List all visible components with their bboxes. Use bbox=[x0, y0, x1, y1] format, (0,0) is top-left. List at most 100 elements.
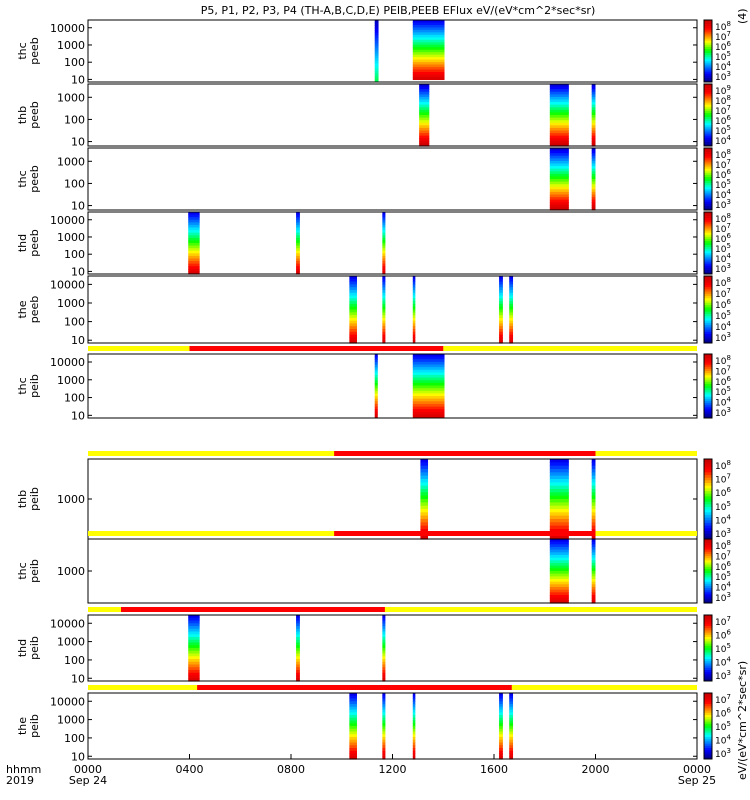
colorbar-cell bbox=[704, 634, 712, 638]
spectrogram-burst bbox=[549, 539, 569, 604]
burst-cell bbox=[591, 595, 596, 599]
burst-cell bbox=[549, 529, 569, 533]
colorbar-cell bbox=[704, 571, 712, 574]
burst-cell bbox=[499, 712, 503, 716]
burst-cell bbox=[188, 623, 200, 627]
colorbar-cell bbox=[704, 394, 712, 398]
burst-cell bbox=[419, 130, 430, 134]
colorbar-cell bbox=[704, 187, 712, 190]
burst-cell bbox=[412, 739, 416, 744]
burst-cell bbox=[420, 515, 429, 520]
spectrogram-burst bbox=[591, 459, 596, 540]
colorbar-cell bbox=[704, 98, 712, 102]
burst-cell bbox=[499, 753, 503, 757]
colorbar-cell bbox=[704, 164, 712, 168]
burst-cell bbox=[591, 581, 596, 585]
colorbar-cell bbox=[704, 305, 712, 308]
colorbar-cell bbox=[704, 693, 712, 696]
burst-cell bbox=[509, 276, 514, 280]
colorbar-cell bbox=[704, 676, 712, 680]
colorbar-frame bbox=[703, 614, 713, 682]
colorbar-tick-label: 108 bbox=[715, 459, 731, 472]
burst-cell bbox=[382, 709, 386, 713]
burst-cell bbox=[349, 742, 357, 746]
burst-cell bbox=[420, 492, 429, 497]
burst-cell bbox=[382, 276, 386, 280]
burst-cell bbox=[412, 704, 416, 708]
burst-cell bbox=[412, 377, 445, 381]
burst-cell bbox=[296, 243, 300, 247]
colorbar-cell bbox=[704, 117, 712, 120]
burst-cell bbox=[549, 539, 569, 543]
burst-cell bbox=[382, 240, 386, 244]
burst-cell bbox=[374, 398, 378, 402]
x-tick-label: 1600 bbox=[480, 763, 508, 776]
colorbar-cell bbox=[704, 756, 712, 760]
colorbar-tick-label: 107 bbox=[715, 693, 731, 706]
burst-cell bbox=[412, 20, 445, 24]
burst-cell bbox=[382, 340, 386, 344]
burst-cell bbox=[509, 717, 514, 722]
colorbar-cell bbox=[704, 373, 712, 376]
burst-cell bbox=[382, 217, 386, 221]
burst-cell bbox=[382, 298, 386, 302]
burst-cell bbox=[412, 693, 416, 697]
colorbar-cell bbox=[704, 245, 712, 248]
colorbar-cell bbox=[704, 541, 712, 544]
colorbar-cell bbox=[704, 313, 712, 317]
burst-cell bbox=[382, 742, 386, 746]
burst-cell bbox=[382, 326, 386, 330]
burst-cell bbox=[549, 584, 569, 588]
burst-cell bbox=[591, 197, 596, 201]
burst-cell bbox=[420, 509, 429, 513]
burst-cell bbox=[420, 522, 429, 527]
burst-cell bbox=[549, 138, 569, 142]
burst-cell bbox=[419, 89, 430, 93]
colorbar-cell bbox=[704, 40, 712, 44]
burst-cell bbox=[374, 45, 379, 49]
burst-cell bbox=[412, 303, 416, 308]
burst-cell bbox=[499, 312, 503, 316]
burst-cell bbox=[296, 214, 300, 218]
colorbar-cell bbox=[704, 706, 712, 709]
burst-cell bbox=[382, 726, 386, 730]
burst-cell bbox=[296, 664, 300, 668]
colorbar-cell bbox=[704, 191, 712, 194]
burst-cell bbox=[412, 309, 416, 313]
burst-cell bbox=[549, 168, 569, 172]
burst-cell bbox=[549, 163, 569, 167]
burst-cell bbox=[412, 331, 416, 336]
burst-cell bbox=[374, 20, 379, 24]
burst-cell bbox=[296, 628, 300, 633]
colorbar-cell bbox=[704, 183, 712, 186]
colorbar-tick-label: 105 bbox=[715, 642, 731, 655]
burst-cell bbox=[412, 364, 445, 368]
burst-cell bbox=[296, 248, 300, 252]
spectrogram-burst bbox=[412, 354, 445, 418]
burst-cell bbox=[499, 706, 503, 711]
colorbar-tick-label: 104 bbox=[715, 734, 731, 747]
burst-cell bbox=[412, 701, 416, 705]
colorbar-cell bbox=[704, 42, 712, 46]
burst-cell bbox=[188, 217, 200, 221]
x-date-label: Sep 25 bbox=[678, 774, 716, 787]
burst-cell bbox=[374, 37, 379, 41]
burst-cell bbox=[382, 698, 386, 702]
colorbar-cell bbox=[704, 411, 712, 415]
burst-cell bbox=[591, 568, 596, 572]
colorbar-cell bbox=[704, 176, 712, 180]
burst-cell bbox=[420, 485, 429, 490]
burst-cell bbox=[374, 35, 379, 39]
colorbar-cell bbox=[704, 224, 712, 227]
y-tick-label: 100 bbox=[64, 113, 85, 126]
burst-cell bbox=[296, 667, 300, 671]
burst-cell bbox=[412, 284, 416, 288]
colorbar-labels: eV/(eV*cm^2*sec*sr) (4) bbox=[736, 8, 749, 780]
burst-cell bbox=[499, 709, 503, 713]
colorbar-cell bbox=[704, 249, 712, 252]
colorbar-cell bbox=[704, 523, 712, 527]
burst-cell bbox=[188, 212, 200, 216]
burst-cell bbox=[382, 723, 386, 727]
y-tick-label: 10000 bbox=[50, 214, 85, 227]
